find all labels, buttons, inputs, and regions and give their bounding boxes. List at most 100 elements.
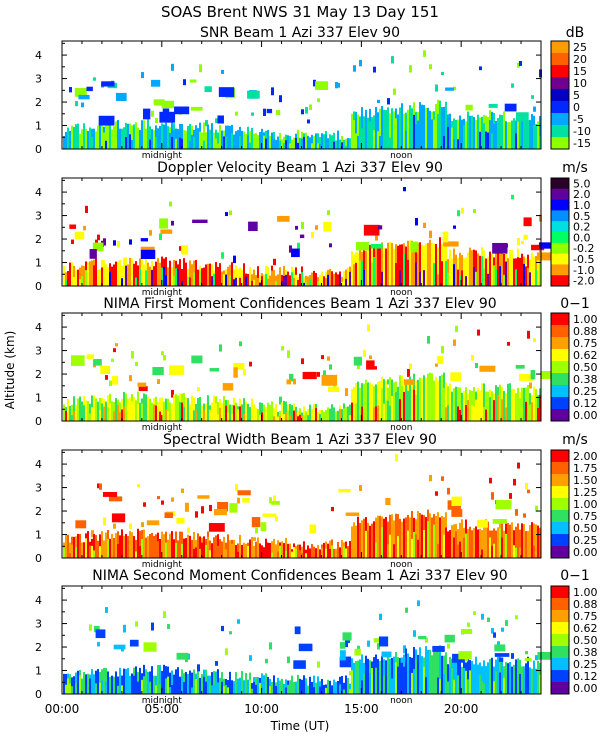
colorbar-segment (551, 210, 569, 222)
colorbar-label: -1.0 (573, 264, 594, 277)
colorbar-label: 0.00 (573, 409, 598, 422)
y-tick-label: 2 (35, 641, 42, 654)
colorbar-label: 0.75 (573, 337, 598, 350)
colorbar-label: 0.50 (573, 522, 598, 535)
time-marker-noon: noon (390, 560, 412, 570)
colorbar-segment (551, 622, 569, 635)
colorbar-label: -5 (573, 113, 584, 126)
y-tick-label: 2 (35, 505, 42, 518)
colorbar-segment (551, 498, 569, 511)
time-marker-noon: noon (390, 151, 412, 161)
y-tick-label: 4 (35, 321, 42, 334)
colorbar-unit: 0−1 (560, 296, 590, 312)
y-tick-label: 4 (35, 458, 42, 471)
panel-title: Doppler Velocity Beam 1 Azi 337 Elev 90 (157, 160, 443, 176)
colorbar-label: 15 (573, 65, 587, 78)
colorbar-segment (551, 125, 569, 138)
colorbar-frame (550, 177, 570, 287)
y-tick-label: 2 (35, 368, 42, 381)
time-marker-midnight: midnight (142, 696, 183, 706)
colorbar-label: 0.0 (573, 231, 591, 244)
colorbar-label: 2.0 (573, 188, 591, 201)
colorbar-label: 1.00 (573, 498, 598, 511)
colorbar-segment (551, 409, 569, 422)
colorbar-segment (551, 670, 569, 683)
colorbar-segment (551, 337, 569, 350)
colorbar-label: 10 (573, 77, 587, 90)
colorbar-segment (551, 522, 569, 535)
y-tick-label: 0 (35, 143, 42, 156)
colorbar-segment (551, 474, 569, 487)
colorbar-segment (551, 242, 569, 255)
y-tick-label: 3 (35, 618, 42, 631)
colorbar-label: 2.00 (573, 450, 598, 463)
colorbar-label: -0.5 (573, 253, 594, 266)
colorbar-label: 1.0 (573, 199, 591, 212)
colorbar-label: 0.75 (573, 510, 598, 523)
x-tick-label: 10:00 (244, 702, 279, 716)
panel-2: Doppler Velocity Beam 1 Azi 337 Elev 90 m… (35, 160, 594, 298)
panel-1: SNR Beam 1 Azi 337 Elev 90 dB 0 1 2 3 4 midnigh… (35, 25, 591, 161)
y-tick-label: 1 (35, 529, 42, 542)
y-tick-label: 3 (35, 482, 42, 495)
colorbar-label: 20 (573, 53, 587, 66)
y-tick-label: 3 (35, 210, 42, 223)
x-tick-label: 05:00 (144, 702, 179, 716)
colorbar-segment (551, 137, 569, 150)
panel-title: SNR Beam 1 Azi 337 Elev 90 (200, 25, 400, 41)
colorbar-label: 0.12 (573, 397, 598, 410)
colorbar-segment (551, 361, 569, 374)
colorbar-unit: m/s (562, 160, 588, 176)
colorbar-label: 1.50 (573, 474, 598, 487)
colorbar-unit: dB (566, 25, 585, 41)
y-tick-label: 1 (35, 665, 42, 678)
x-tick-label: 15:00 (344, 702, 379, 716)
colorbar-label: 1.75 (573, 462, 598, 475)
colorbar-frame (550, 40, 570, 150)
colorbar-label: 1.00 (573, 313, 598, 326)
time-marker-midnight: midnight (142, 151, 183, 161)
colorbar-label: 0.25 (573, 658, 598, 671)
colorbar-segment (551, 462, 569, 475)
colorbar-segment (551, 232, 569, 244)
panel-title: NIMA First Moment Confidences Beam 1 Azi… (103, 296, 496, 312)
colorbar-segment (551, 546, 569, 559)
colorbar-label: 0.5 (573, 210, 591, 223)
time-marker-noon: noon (390, 288, 412, 298)
heatmap-field (63, 600, 552, 694)
colorbar-label: 1.00 (573, 586, 598, 599)
colorbar: 1.000.880.750.620.500.380.250.120.00 (550, 585, 598, 695)
panel-3: NIMA First Moment Confidences Beam 1 Azi… (35, 296, 598, 433)
colorbar-label: 0.00 (573, 682, 598, 695)
heatmap-field (63, 454, 541, 558)
time-marker-midnight: midnight (142, 423, 183, 433)
colorbar-label: 25 (573, 41, 587, 54)
colorbar-label: 5.0 (573, 177, 591, 190)
colorbar-segment (551, 658, 569, 671)
colorbar-segment (551, 682, 569, 695)
time-marker-midnight: midnight (142, 560, 183, 570)
colorbar-unit: m/s (562, 432, 588, 448)
colorbar-segment (551, 510, 569, 523)
colorbar-segment (551, 450, 569, 463)
colorbar-label: 0.62 (573, 349, 598, 362)
colorbar-label: -2.0 (573, 275, 594, 288)
colorbar-segment (551, 385, 569, 398)
y-tick-label: 0 (35, 552, 42, 565)
colorbar-label: -0.2 (573, 242, 594, 255)
colorbar-segment (551, 397, 569, 410)
colorbar-segment (551, 264, 569, 276)
colorbar-label: 0.50 (573, 634, 598, 647)
heatmap-field (63, 324, 554, 421)
colorbar-segment (551, 113, 569, 126)
colorbar-segment (551, 199, 569, 211)
colorbar-label: 0.88 (573, 598, 598, 611)
colorbar-segment (551, 178, 569, 190)
colorbar-segment (551, 349, 569, 362)
y-tick-label: 0 (35, 688, 42, 701)
colorbar-label: 0.25 (573, 534, 598, 547)
colorbar-segment (551, 646, 569, 659)
y-tick-label: 1 (35, 120, 42, 133)
